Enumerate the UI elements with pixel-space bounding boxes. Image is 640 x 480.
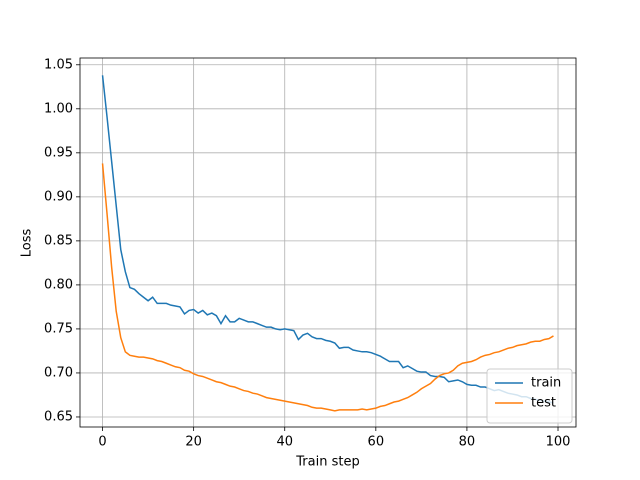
y-tick-label: 1.05 (44, 57, 73, 72)
y-tick-label: 0.85 (44, 233, 73, 248)
y-tick-label: 0.95 (44, 145, 73, 160)
y-tick-label: 0.65 (44, 409, 73, 424)
legend: train test (486, 368, 573, 424)
x-tick-label: 20 (185, 435, 202, 450)
x-tick-label: 0 (98, 435, 106, 450)
y-tick-label: 0.75 (44, 321, 73, 336)
y-tick-label: 0.90 (44, 189, 73, 204)
y-axis-label: Loss (20, 229, 35, 258)
line-series (101, 163, 554, 412)
y-tick-label: 1.00 (44, 101, 73, 116)
x-tick-label: 80 (459, 435, 476, 450)
x-tick-label: 40 (276, 435, 293, 450)
legend-label: test (531, 396, 556, 411)
line-series (101, 75, 554, 404)
y-tick-label: 0.80 (44, 277, 73, 292)
x-axis-label: Train step (295, 455, 359, 470)
plot-frame (79, 57, 577, 428)
x-tick-label: 100 (546, 435, 571, 450)
x-tick-label: 60 (368, 435, 385, 450)
y-tick-label: 0.70 (44, 365, 73, 380)
legend-label: train (531, 376, 561, 391)
